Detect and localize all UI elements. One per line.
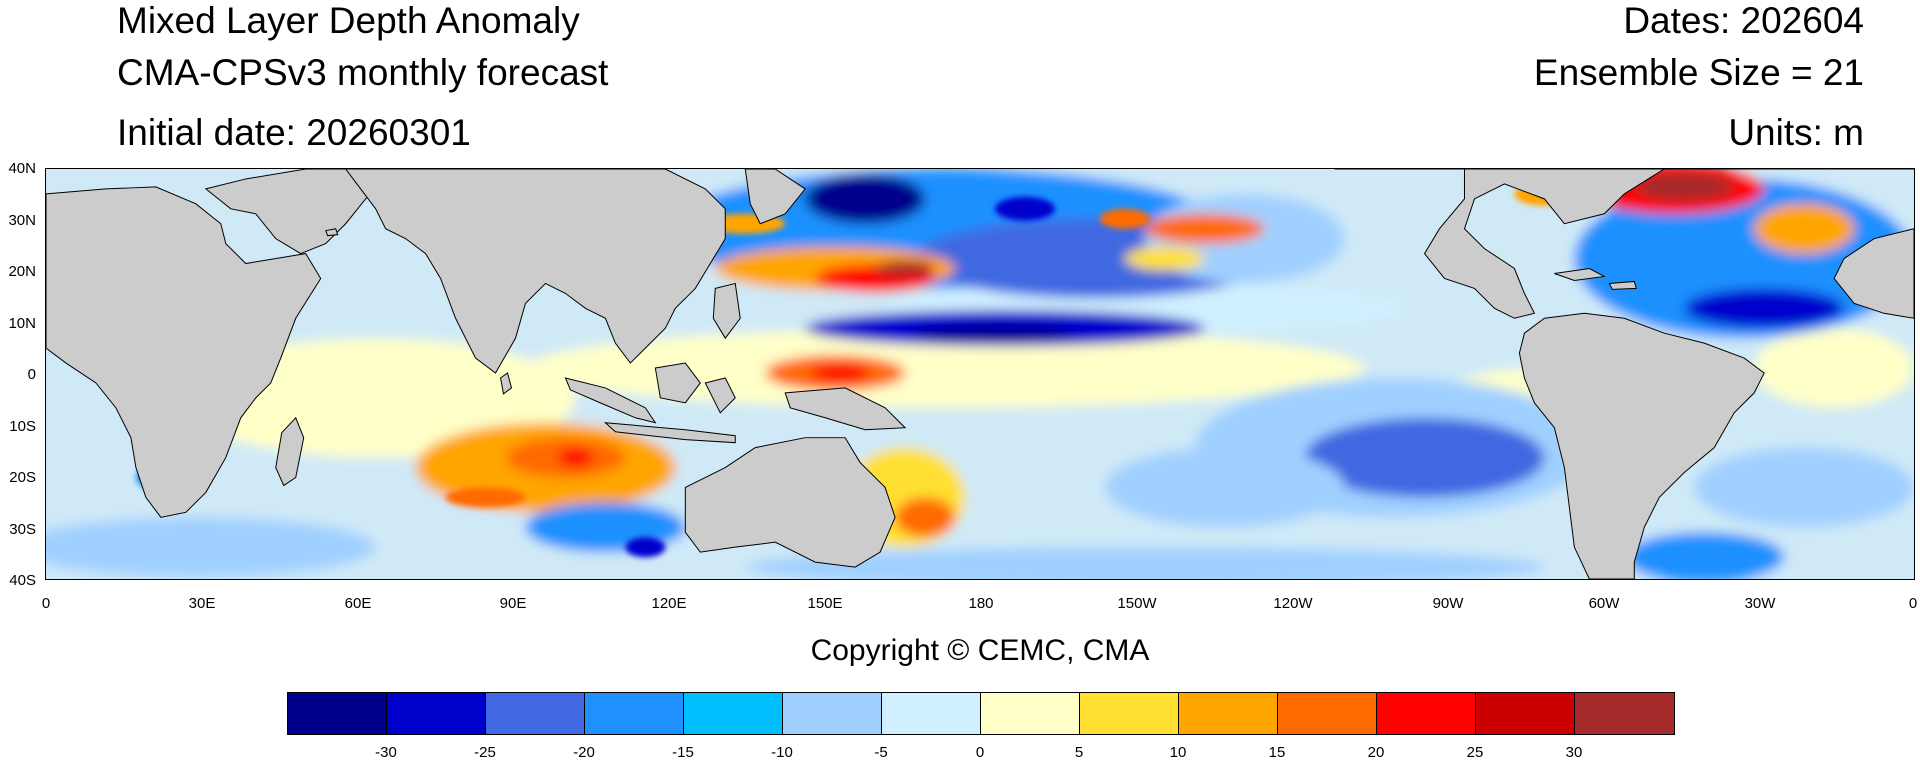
colorbar-tick-label: -10	[771, 744, 793, 761]
lon-label-30e: 30E	[188, 595, 216, 612]
colorbar-tick-label: -30	[375, 744, 397, 761]
colorbar-swatch	[1080, 693, 1179, 734]
dates-label: Dates: 202604	[1623, 0, 1864, 41]
colorbar-tick-label: -5	[874, 744, 888, 761]
lon-label-150e: 150E	[807, 595, 843, 612]
lat-label-10s: 10S	[9, 418, 36, 435]
colorbar-tick-label: -25	[474, 744, 496, 761]
colorbar-swatch	[585, 693, 684, 734]
lon-label-60w: 60W	[1588, 595, 1620, 612]
lon-label-180: 180	[968, 595, 994, 612]
lon-label-0-right: 0	[1908, 595, 1918, 612]
lat-label-equator: 0	[27, 366, 36, 383]
colorbar-swatch	[684, 693, 783, 734]
lon-label-60e: 60E	[344, 595, 372, 612]
lat-label-30n: 30N	[8, 212, 36, 229]
lat-label-40n: 40N	[8, 160, 36, 177]
ensemble-size-label: Ensemble Size = 21	[1533, 52, 1864, 93]
title-line-3: Initial date: 20260301	[117, 112, 471, 153]
colorbar-swatch	[1377, 693, 1476, 734]
copyright-notice: Copyright © CEMC, CMA	[810, 634, 1150, 667]
units-label: Units: m	[1728, 112, 1864, 153]
map-svg	[46, 169, 1914, 579]
colorbar-tick-label: 30	[1565, 744, 1583, 761]
colorbar-tick-label: 15	[1268, 744, 1286, 761]
lon-label-120w: 120W	[1273, 595, 1313, 612]
colorbar-swatch	[1278, 693, 1377, 734]
lat-label-10n: 10N	[8, 315, 36, 332]
colorbar-swatch	[288, 693, 387, 734]
colorbar-swatch	[486, 693, 585, 734]
lon-label-90e: 90E	[499, 595, 527, 612]
lat-label-20n: 20N	[8, 263, 36, 280]
lon-label-150w: 150W	[1117, 595, 1157, 612]
lat-label-30s: 30S	[9, 521, 36, 538]
colorbar-swatch	[1179, 693, 1278, 734]
colorbar-tick-label: 0	[975, 744, 985, 761]
colorbar-swatch	[387, 693, 486, 734]
colorbar-tick-label: 10	[1169, 744, 1187, 761]
lon-label-30w: 30W	[1744, 595, 1776, 612]
colorbar-tick-label: -15	[672, 744, 694, 761]
lon-label-120e: 120E	[651, 595, 687, 612]
colorbar-swatch	[783, 693, 882, 734]
colorbar-tick-label: 25	[1466, 744, 1484, 761]
anomaly-map	[45, 168, 1915, 580]
colorbar-tick-label: -20	[573, 744, 595, 761]
colorbar-swatch	[1476, 693, 1575, 734]
colorbar-swatch	[981, 693, 1080, 734]
colorbar	[287, 692, 1675, 735]
lon-label-0-left: 0	[41, 595, 51, 612]
lat-label-40s: 40S	[9, 572, 36, 589]
title-line-1: Mixed Layer Depth Anomaly	[117, 0, 580, 41]
lat-label-20s: 20S	[9, 469, 36, 486]
land	[46, 169, 1914, 579]
lon-label-90w: 90W	[1432, 595, 1464, 612]
colorbar-swatch	[1575, 693, 1674, 734]
colorbar-swatch	[882, 693, 981, 734]
colorbar-tick-label: 20	[1367, 744, 1385, 761]
colorbar-tick-label: 5	[1074, 744, 1084, 761]
title-line-2: CMA-CPSv3 monthly forecast	[117, 52, 609, 93]
